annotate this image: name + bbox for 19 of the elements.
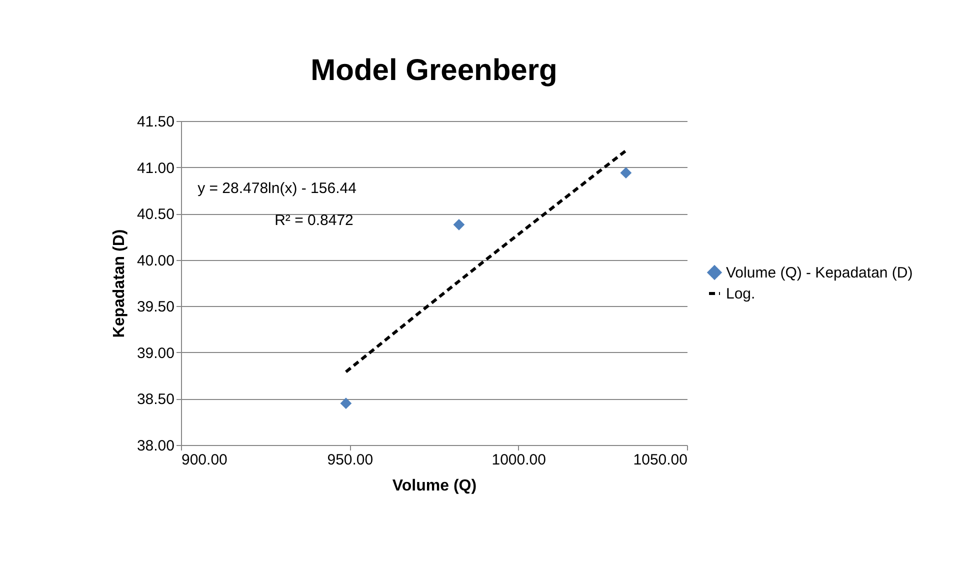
- legend-label: Volume (Q) - Kepadatan (D): [726, 264, 913, 282]
- y-tick-label: 39.00: [136, 344, 174, 362]
- x-tick-label: 900.00: [182, 452, 228, 468]
- chart-title: Model Greenberg: [310, 54, 558, 87]
- y-axis-title: Kepadatan (D): [110, 229, 128, 338]
- y-tick-label: 40.50: [136, 206, 174, 224]
- annotation: y = 28.478ln(x) - 156.44: [198, 180, 356, 197]
- x-axis-title: Volume (Q): [392, 478, 477, 494]
- y-tick-label: 38.50: [136, 391, 174, 408]
- x-tick-label: 1050.00: [633, 452, 688, 468]
- y-tick-label: 41.00: [136, 160, 174, 177]
- y-tick-label: 40.00: [136, 252, 174, 270]
- x-tick-label: 950.00: [327, 452, 374, 468]
- legend-label: Log.: [726, 286, 756, 302]
- y-tick-label: 38.00: [136, 438, 174, 454]
- y-tick-label: 39.50: [136, 298, 174, 316]
- y-tick-label: 41.50: [136, 114, 174, 130]
- annotation: R² = 0.8472: [274, 212, 354, 229]
- x-tick-label: 1000.00: [492, 452, 546, 468]
